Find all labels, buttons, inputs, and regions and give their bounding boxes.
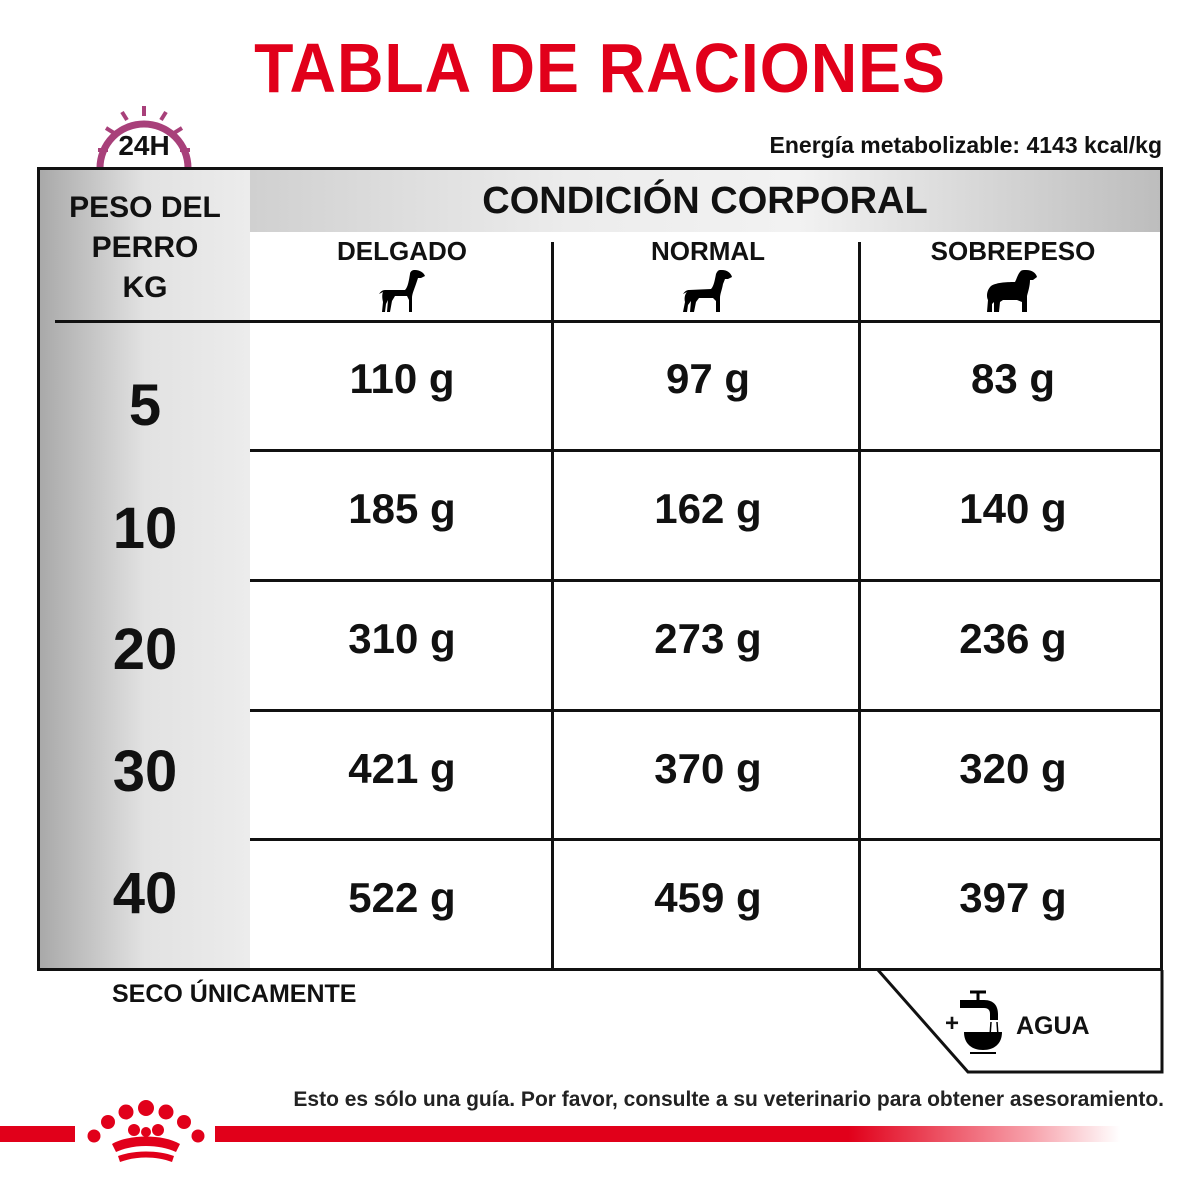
ration-cell: 236 g [959, 615, 1067, 662]
ration-cell: 459 g [654, 874, 762, 921]
weight-header-line: PESO DEL [69, 191, 221, 224]
header-band [250, 170, 1160, 232]
ration-cell: 522 g [348, 874, 456, 921]
weight-header: PESO DEL PERRO KG [40, 188, 250, 308]
ration-table: PESO DEL PERRO KG CONDICIÓN CORPORAL DEL… [37, 167, 1163, 971]
row-weight: 5 [128, 373, 162, 438]
water-box [876, 968, 1166, 1076]
row-divider [250, 709, 1160, 712]
ration-cell: 273 g [654, 615, 762, 662]
ration-cell: 370 g [654, 745, 762, 792]
row-weight: 10 [112, 496, 178, 561]
brand-stripe [0, 1126, 75, 1142]
column-header-thin: DELGADO [337, 236, 467, 266]
weight-header-line: PERRO [91, 231, 199, 264]
header-divider [55, 320, 1160, 323]
row-weight: 30 [112, 739, 178, 804]
column-header-normal: NORMAL [650, 236, 766, 266]
normal-dog-icon [558, 268, 858, 319]
row-weight: 20 [112, 617, 178, 682]
thin-dog-icon [252, 268, 552, 319]
ration-cell: 185 g [348, 485, 456, 532]
dry-only-label: SECO ÚNICAMENTE [112, 980, 357, 1008]
row-divider [250, 449, 1160, 452]
energy-info: Energía metabolizable: 4143 kcal/kg [769, 132, 1162, 158]
royal-canin-crown-logo [84, 1098, 208, 1173]
clock-label: 24H [118, 130, 170, 161]
water-tap-bowl-icon [960, 988, 1004, 1059]
ration-cell: 310 g [348, 615, 456, 662]
water-label: AGUA [1016, 1012, 1090, 1040]
ration-cell: 162 g [654, 485, 762, 532]
column-divider [858, 242, 861, 968]
ration-cell: 110 g [349, 355, 455, 402]
overweight-dog-icon [863, 268, 1163, 319]
body-condition-header: CONDICIÓN CORPORAL [482, 180, 928, 222]
water-plus: + [945, 1010, 960, 1037]
ration-cell: 83 g [970, 355, 1056, 402]
row-divider [250, 579, 1160, 582]
ration-cell: 397 g [959, 874, 1067, 921]
clock-24h-icon [94, 100, 194, 170]
ration-cell: 97 g [665, 355, 751, 402]
column-header-overweight: SOBREPESO [930, 236, 1096, 266]
page-title: TABLA DE RACIONES [254, 29, 946, 107]
row-divider [250, 838, 1160, 841]
ration-cell: 320 g [959, 745, 1067, 792]
ration-cell: 140 g [959, 485, 1067, 532]
row-weight: 40 [112, 861, 178, 926]
weight-header-line: KG [122, 271, 168, 304]
disclaimer-note: Esto es sólo una guía. Por favor, consul… [293, 1088, 1164, 1111]
weight-column-bg [40, 170, 250, 968]
ration-cell: 421 g [348, 745, 456, 792]
brand-stripe [215, 1126, 1120, 1142]
column-divider [551, 242, 554, 968]
